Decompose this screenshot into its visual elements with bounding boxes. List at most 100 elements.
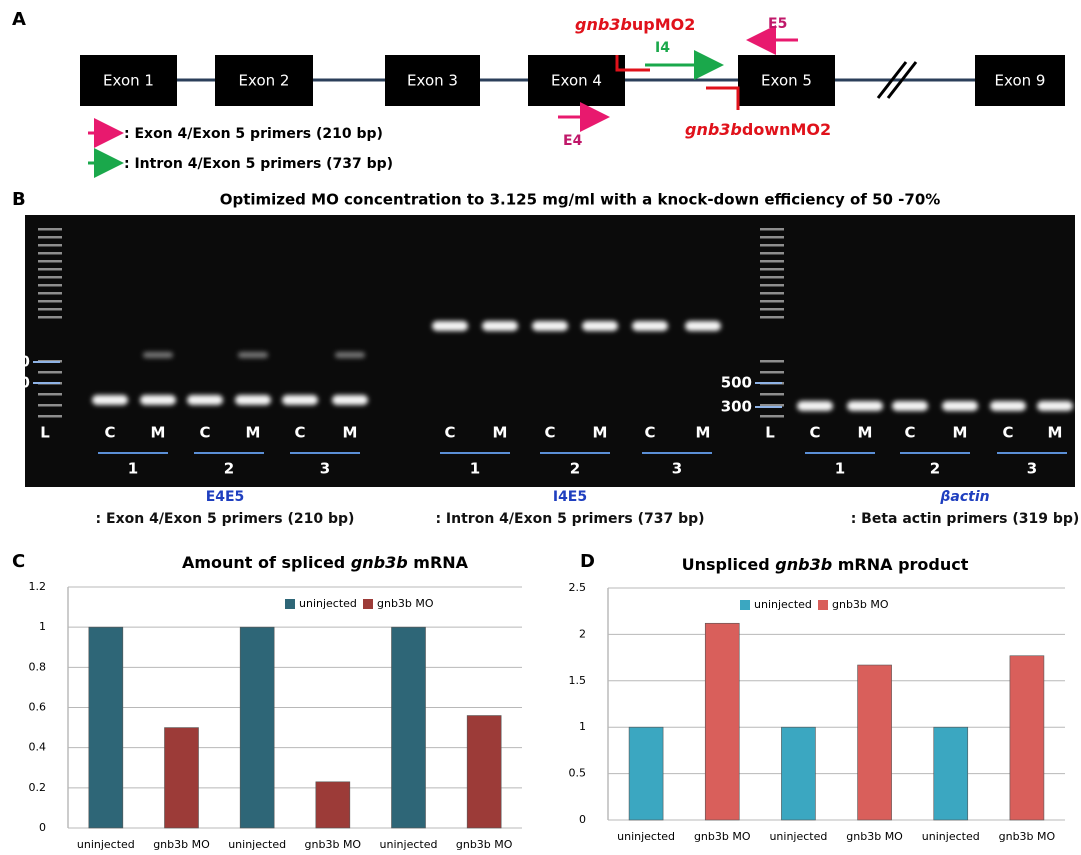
ladder-band <box>38 292 62 295</box>
title-part: gnb3b <box>775 555 832 574</box>
ladder-band <box>38 228 62 231</box>
primer-set-description: : Exon 4/Exon 5 primers (210 bp) <box>96 511 355 527</box>
primer-set-name: I4E5 <box>553 489 587 505</box>
gel-band <box>582 321 618 331</box>
lane-label: M <box>953 424 968 442</box>
gel-band <box>332 395 368 405</box>
y-tick-label: 1.2 <box>29 580 47 593</box>
ladder-band <box>38 252 62 255</box>
x-tick-label: gnb3b MO <box>305 838 362 851</box>
y-tick-label: 1 <box>39 620 46 633</box>
ladder-band <box>38 316 62 319</box>
primer-set-name: E4E5 <box>206 489 245 505</box>
gel-band <box>685 321 721 331</box>
ladder-band <box>760 308 784 311</box>
ladder-band <box>760 268 784 271</box>
primer-label: E5 <box>768 16 787 32</box>
figure: A Exon 1Exon 2Exon 3Exon 4Exon 5Exon 9 g… <box>0 0 1081 855</box>
gel-band-faint <box>335 352 365 358</box>
primer-label: I4 <box>655 40 670 56</box>
primer-set-description: : Beta actin primers (319 bp) <box>851 511 1080 527</box>
lane-label: M <box>246 424 261 442</box>
gel-band <box>632 321 668 331</box>
ladder-band <box>38 393 62 396</box>
ladder-band <box>760 292 784 295</box>
x-tick-label: gnb3b MO <box>694 830 751 843</box>
lane-label: M <box>493 424 508 442</box>
legend-label: gnb3b MO <box>377 597 434 610</box>
panel-label: D <box>580 551 595 572</box>
x-tick-label: uninjected <box>922 830 980 843</box>
y-tick-label: 0 <box>39 821 46 834</box>
x-tick-label: uninjected <box>77 838 135 851</box>
bar <box>240 627 274 828</box>
title-part: Unspliced <box>682 555 776 574</box>
ladder-band <box>38 260 62 263</box>
x-tick-label: uninjected <box>228 838 286 851</box>
lane-label: L <box>765 424 775 442</box>
y-tick-label: 0.5 <box>569 767 587 780</box>
bar <box>1010 656 1044 820</box>
y-tick-label: 0.6 <box>29 701 47 714</box>
ladder-band <box>38 276 62 279</box>
legend-swatch <box>740 600 750 610</box>
ladder-band <box>760 260 784 263</box>
gel-band-faint <box>238 352 268 358</box>
morpholino-label: gnb3bdownMO2 <box>685 120 831 139</box>
gel-band <box>892 401 928 411</box>
chart-title: Unspliced gnb3b mRNA product <box>682 555 969 574</box>
group-label: 3 <box>320 460 330 478</box>
title-part: gnb3b <box>351 553 408 572</box>
panel-label: A <box>12 9 26 30</box>
lane-label: C <box>104 424 115 442</box>
group-label: 1 <box>128 460 138 478</box>
gel-band <box>482 321 518 331</box>
y-tick-label: 0.8 <box>29 660 47 673</box>
lane-label: C <box>904 424 915 442</box>
panel-label: C <box>12 551 25 572</box>
bar <box>705 623 739 820</box>
gel-band <box>187 395 223 405</box>
bar <box>781 727 815 820</box>
ladder-band <box>760 316 784 319</box>
ladder-band <box>760 228 784 231</box>
ladder-band <box>760 244 784 247</box>
group-label: 1 <box>470 460 480 478</box>
lane-label: M <box>593 424 608 442</box>
ladder-band <box>38 268 62 271</box>
chart-title: Amount of spliced gnb3b mRNA <box>182 553 469 572</box>
y-tick-label: 0 <box>579 813 586 826</box>
bar <box>934 727 968 820</box>
legend-swatch <box>285 599 295 609</box>
lane-label: C <box>544 424 555 442</box>
ladder-band <box>760 276 784 279</box>
legend-text: : Exon 4/Exon 5 primers (210 bp) <box>124 126 383 142</box>
exon-label: Exon 2 <box>239 72 290 90</box>
lane-label: C <box>199 424 210 442</box>
gel-band <box>532 321 568 331</box>
title-part: mRNA <box>408 553 469 572</box>
ladder-band <box>760 284 784 287</box>
lane-label: M <box>858 424 873 442</box>
primer-set-description: : Intron 4/Exon 5 primers (737 bp) <box>435 511 704 527</box>
ladder-band <box>38 244 62 247</box>
exon-label: Exon 5 <box>761 72 812 90</box>
gel-band <box>140 395 176 405</box>
bar <box>858 665 892 820</box>
gel-band <box>92 395 128 405</box>
lane-label: M <box>696 424 711 442</box>
morpholino-label: gnb3bupMO2 <box>575 15 695 34</box>
lane-label: C <box>644 424 655 442</box>
ladder-band <box>760 393 784 396</box>
exon-label: Exon 3 <box>407 72 458 90</box>
ladder-band <box>760 252 784 255</box>
legend-label: uninjected <box>754 598 812 611</box>
group-label: 2 <box>224 460 234 478</box>
y-tick-label: 1.5 <box>569 674 587 687</box>
exon-label: Exon 4 <box>551 72 602 90</box>
y-tick-label: 2.5 <box>569 581 587 594</box>
gel-image <box>25 215 1075 487</box>
ladder-band <box>38 404 62 407</box>
gel-band-faint <box>143 352 173 358</box>
